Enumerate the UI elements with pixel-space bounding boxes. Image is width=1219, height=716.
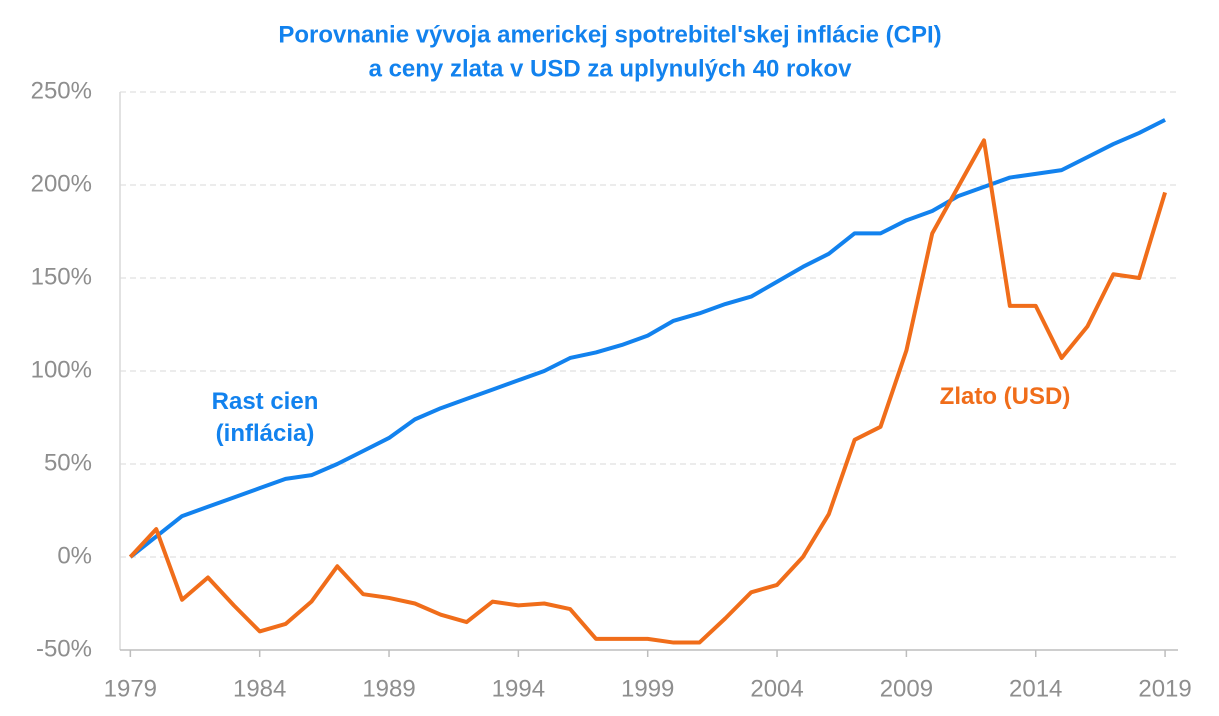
x-tick-label: 2019 xyxy=(1138,675,1191,702)
series-label: Rast cien (inflácia) xyxy=(211,388,319,447)
x-tick-label: 1979 xyxy=(104,675,157,702)
chart-title: Porovnanie vývoja americkej spotrebitel'… xyxy=(278,21,941,48)
x-tick-label: 2004 xyxy=(750,675,803,702)
y-tick-label: 0% xyxy=(57,542,92,569)
x-tick-label: 1989 xyxy=(362,675,415,702)
series-line xyxy=(128,138,1167,645)
y-tick-label: -50% xyxy=(36,635,92,662)
series-label: Zlato (USD) xyxy=(939,383,1071,410)
y-tick-label: 200% xyxy=(31,170,92,197)
x-tick-label: 1994 xyxy=(492,675,545,702)
y-tick-label: 150% xyxy=(31,263,92,290)
y-tick-label: 50% xyxy=(44,449,92,476)
x-tick-label: 1984 xyxy=(233,675,286,702)
x-tick-label: 2014 xyxy=(1009,675,1062,702)
y-tick-label: 250% xyxy=(31,77,92,104)
x-tick-label: 2009 xyxy=(880,675,933,702)
chart-title: a ceny zlata v USD za uplynulých 40 roko… xyxy=(369,55,853,82)
x-tick-label: 1999 xyxy=(621,675,674,702)
y-tick-label: 100% xyxy=(31,356,92,383)
